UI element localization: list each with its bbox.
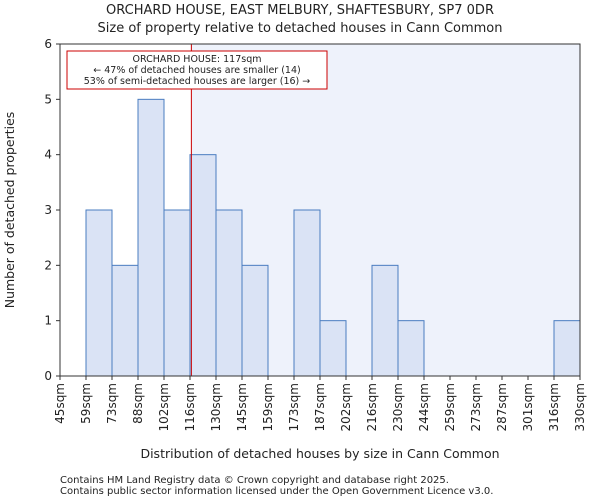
y-axis: 0 1 2 3 4 5 6	[44, 37, 60, 383]
x-tick-label: 230sqm	[391, 383, 405, 431]
y-tick-label: 0	[44, 369, 52, 383]
bar-230sqm	[397, 320, 425, 377]
footer-line-2: Contains public sector information licen…	[60, 486, 493, 497]
y-tick-label: 5	[44, 92, 52, 106]
y-tick-label: 4	[44, 148, 52, 162]
bar-216sqm	[371, 264, 399, 377]
x-tick-label: 130sqm	[209, 383, 223, 431]
x-tick-label: 159sqm	[261, 383, 275, 431]
x-tick-label: 102sqm	[157, 383, 171, 431]
annotation-line-2: ← 47% of detached houses are smaller (14…	[93, 65, 300, 76]
annotation-box: ORCHARD HOUSE: 117sqm ← 47% of detached …	[66, 50, 328, 90]
annotation-line-1: ORCHARD HOUSE: 117sqm	[132, 54, 261, 65]
bar-145sqm	[241, 264, 269, 377]
x-tick-label: 145sqm	[235, 383, 249, 431]
x-tick-label: 88sqm	[131, 383, 145, 424]
x-tick-label: 73sqm	[105, 383, 119, 424]
x-axis-label: Distribution of detached houses by size …	[140, 446, 499, 461]
y-tick-label: 1	[44, 314, 52, 328]
annotation-line-3: 53% of semi-detached houses are larger (…	[84, 76, 311, 87]
bar-116sqm	[189, 154, 217, 377]
x-tick-label: 259sqm	[443, 383, 457, 431]
x-tick-label: 59sqm	[79, 383, 93, 424]
x-tick-label: 216sqm	[365, 383, 379, 431]
bar-173sqm	[293, 209, 321, 377]
bar-102sqm	[163, 209, 191, 377]
x-tick-label: 116sqm	[183, 383, 197, 431]
bar-316sqm	[553, 320, 581, 377]
x-axis: 45sqm 59sqm 73sqm 88sqm 102sqm 116sqm 130sqm 14…	[53, 376, 587, 431]
x-tick-label: 202sqm	[339, 383, 353, 431]
x-tick-label: 287sqm	[495, 383, 509, 431]
y-axis-label: Number of detached properties	[2, 112, 17, 309]
y-tick-label: 3	[44, 203, 52, 217]
bar-88sqm	[137, 98, 165, 377]
bar-73sqm	[111, 264, 139, 377]
y-tick-label: 6	[44, 37, 52, 51]
chart-subtitle: Size of property relative to detached ho…	[98, 21, 503, 36]
footer-line-1: Contains HM Land Registry data © Crown c…	[60, 475, 449, 486]
x-tick-label: 301sqm	[521, 383, 535, 431]
x-tick-label: 330sqm	[573, 383, 587, 431]
bars-group	[85, 98, 581, 377]
annotation-border	[66, 50, 328, 90]
x-tick-label: 187sqm	[313, 383, 327, 431]
bar-59sqm	[85, 209, 113, 377]
x-tick-label: 273sqm	[469, 383, 483, 431]
y-tick-label: 2	[44, 258, 52, 272]
x-tick-label: 173sqm	[287, 383, 301, 431]
bar-187sqm	[319, 320, 347, 377]
chart-title: ORCHARD HOUSE, EAST MELBURY, SHAFTESBURY…	[106, 3, 494, 18]
x-tick-label: 316sqm	[547, 383, 561, 431]
x-tick-label: 244sqm	[417, 383, 431, 431]
x-tick-label: 45sqm	[53, 383, 67, 424]
bar-130sqm	[215, 209, 243, 377]
